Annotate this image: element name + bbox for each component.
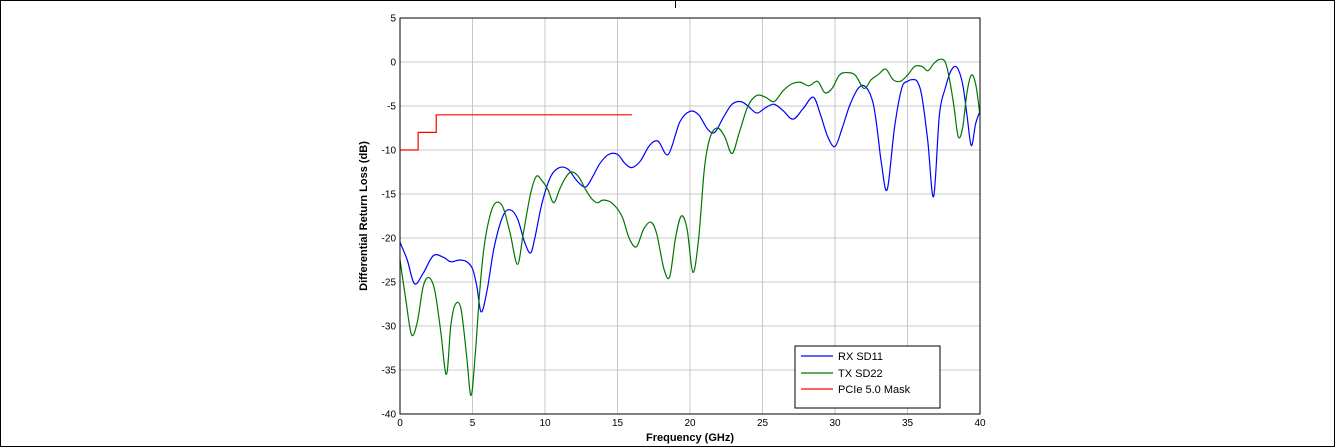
legend-label-mask: PCIe 5.0 Mask bbox=[838, 384, 911, 396]
y-tick-label: -10 bbox=[382, 146, 397, 157]
x-tick-labels: 0 5 10 15 20 25 30 35 40 bbox=[397, 418, 986, 429]
x-axis-title: Frequency (GHz) bbox=[646, 432, 734, 444]
y-tick-label: -30 bbox=[382, 322, 397, 333]
legend: RX SD11 TX SD22 PCIe 5.0 Mask bbox=[794, 345, 941, 409]
grid-lines bbox=[400, 18, 980, 414]
y-tick-label: -15 bbox=[382, 190, 397, 201]
x-tick-label: 20 bbox=[684, 418, 696, 429]
legend-label-tx: TX SD22 bbox=[838, 368, 883, 380]
y-axis-title: Differential Return Loss (dB) bbox=[358, 141, 370, 291]
y-tick-label: 5 bbox=[390, 14, 396, 25]
x-tick-label: 15 bbox=[612, 418, 624, 429]
x-tick-label: 5 bbox=[470, 418, 476, 429]
x-tick-label: 10 bbox=[539, 418, 551, 429]
y-tick-label: -35 bbox=[382, 366, 397, 377]
series-lines bbox=[399, 58, 981, 397]
y-tick-label: -40 bbox=[382, 410, 397, 421]
y-tick-label: -5 bbox=[387, 102, 396, 113]
top-border bbox=[0, 0, 1335, 1]
x-tick-label: 0 bbox=[397, 418, 403, 429]
pcie-mask-line bbox=[400, 114, 632, 151]
x-tick-label: 30 bbox=[829, 418, 841, 429]
y-tick-label: -25 bbox=[382, 278, 397, 289]
y-tick-labels: 5 0 -5 -10 -15 -20 -25 -30 -35 -40 bbox=[382, 14, 397, 421]
tx-sd22-line bbox=[399, 58, 981, 397]
legend-label-rx: RX SD11 bbox=[838, 351, 883, 363]
y-tick-label: -20 bbox=[382, 234, 397, 245]
plot-border bbox=[399, 17, 981, 415]
y-tick-label: 0 bbox=[390, 58, 396, 69]
x-tick-label: 35 bbox=[902, 418, 914, 429]
x-tick-label: 40 bbox=[974, 418, 986, 429]
top-center-marker bbox=[675, 0, 676, 8]
x-tick-label: 25 bbox=[757, 418, 769, 429]
